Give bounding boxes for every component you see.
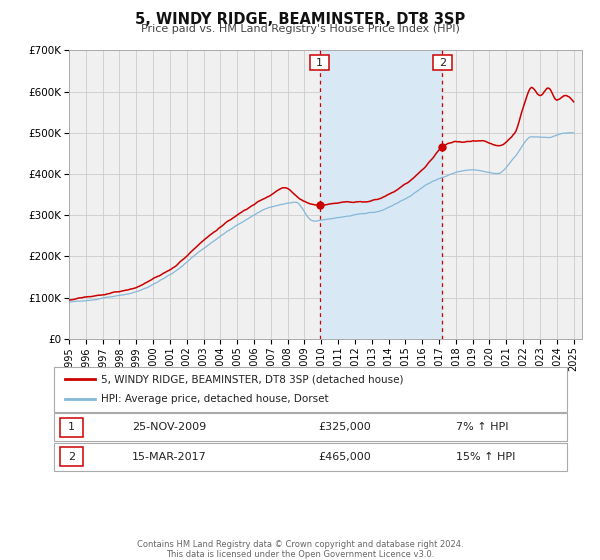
Bar (320, 50, 442, 339)
Text: £465,000: £465,000 (318, 452, 371, 462)
Text: 7% ↑ HPI: 7% ↑ HPI (456, 422, 509, 432)
Text: Contains HM Land Registry data © Crown copyright and database right 2024.: Contains HM Land Registry data © Crown c… (137, 540, 463, 549)
Text: 15-MAR-2017: 15-MAR-2017 (132, 452, 207, 462)
Text: £325,000: £325,000 (318, 422, 371, 432)
Text: 5, WINDY RIDGE, BEAMINSTER, DT8 3SP: 5, WINDY RIDGE, BEAMINSTER, DT8 3SP (135, 12, 465, 27)
Text: 2: 2 (439, 58, 446, 68)
Text: Price paid vs. HM Land Registry's House Price Index (HPI): Price paid vs. HM Land Registry's House … (140, 24, 460, 34)
Text: HPI: Average price, detached house, Dorset: HPI: Average price, detached house, Dors… (101, 394, 328, 404)
Text: 2: 2 (68, 452, 75, 462)
Text: 5, WINDY RIDGE, BEAMINSTER, DT8 3SP (detached house): 5, WINDY RIDGE, BEAMINSTER, DT8 3SP (det… (101, 374, 403, 384)
Text: This data is licensed under the Open Government Licence v3.0.: This data is licensed under the Open Gov… (166, 550, 434, 559)
Text: 15% ↑ HPI: 15% ↑ HPI (456, 452, 515, 462)
Text: 25-NOV-2009: 25-NOV-2009 (132, 422, 206, 432)
Text: 1: 1 (68, 422, 75, 432)
Text: 1: 1 (316, 58, 323, 68)
